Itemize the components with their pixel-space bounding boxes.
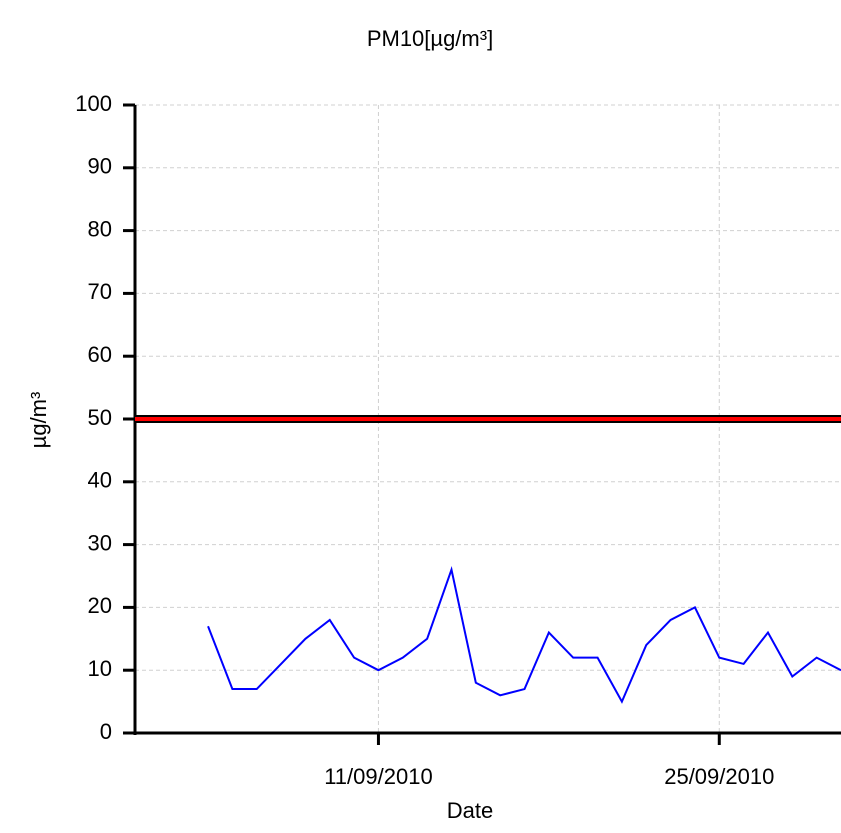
threshold-line	[135, 417, 841, 421]
y-tick-label: 40	[88, 468, 112, 493]
y-tick-label: 100	[75, 91, 112, 116]
y-tick-label: 80	[88, 216, 112, 241]
y-tick-label: 70	[88, 279, 112, 304]
y-axis-label: µg/m³	[26, 392, 51, 449]
y-tick-label: 90	[88, 154, 112, 179]
x-axis-label: Date	[447, 798, 493, 823]
y-tick-label: 50	[88, 405, 112, 430]
y-tick-label: 60	[88, 342, 112, 367]
y-tick-label: 10	[88, 656, 112, 681]
data-line	[207, 566, 841, 704]
x-tick-label: 11/09/2010	[324, 764, 432, 789]
y-tick-label: 0	[100, 719, 112, 744]
y-tick-label: 20	[88, 593, 112, 618]
chart-title: PM10[µg/m³]	[367, 26, 493, 51]
x-tick-label: 25/09/2010	[664, 764, 774, 789]
y-tick-label: 30	[88, 530, 112, 555]
